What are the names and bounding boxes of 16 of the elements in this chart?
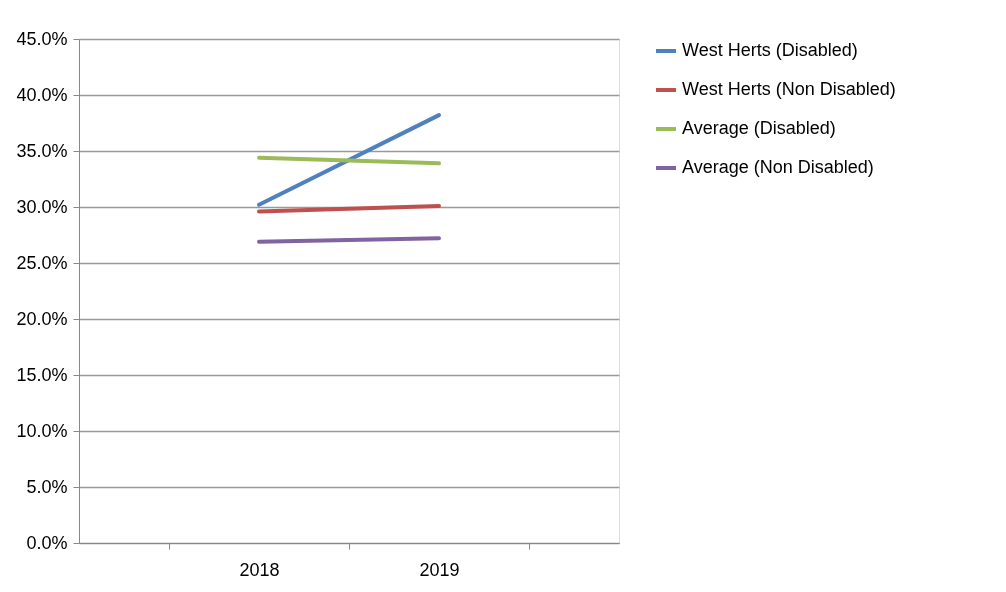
- y-tick-label: 40.0%: [16, 84, 68, 105]
- legend-label: Average (Disabled): [682, 118, 836, 138]
- y-tick-label: 10.0%: [16, 420, 68, 441]
- y-tick-label: 35.0%: [16, 140, 68, 161]
- y-tick-label: 20.0%: [16, 308, 68, 329]
- y-tick-label: 15.0%: [16, 364, 68, 385]
- x-tick-label: 2018: [239, 559, 280, 580]
- legend-label: Average (Non Disabled): [682, 157, 874, 177]
- y-tick-label: 5.0%: [26, 476, 68, 497]
- y-tick-label: 30.0%: [16, 196, 68, 217]
- y-tick-label: 0.0%: [26, 532, 68, 553]
- y-tick-label: 25.0%: [16, 252, 68, 273]
- x-tick-label: 2019: [419, 559, 460, 580]
- legend-label: West Herts (Disabled): [682, 40, 858, 60]
- y-tick-label: 45.0%: [16, 28, 68, 49]
- legend-label: West Herts (Non Disabled): [682, 79, 896, 99]
